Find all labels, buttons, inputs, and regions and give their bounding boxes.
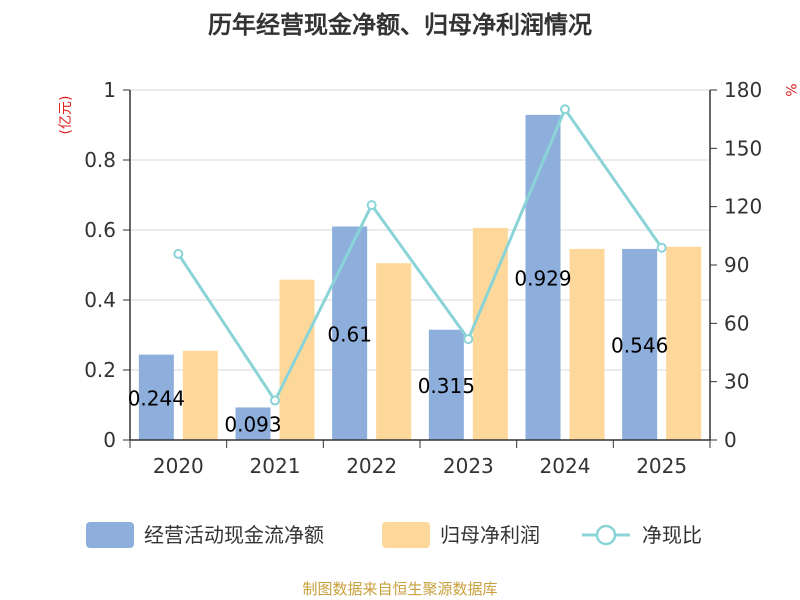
bar-cash [428, 329, 464, 440]
y-right-tick-label: 120 [724, 195, 762, 219]
y-left-tick-label: 1 [103, 78, 116, 102]
x-tick-label: 2023 [443, 454, 494, 478]
point-ratio [366, 200, 377, 211]
legend-swatch-profit [382, 522, 430, 548]
data-label-cash: 0.61 [327, 322, 372, 346]
bar-cash [138, 354, 174, 440]
y-right-tick-label: 150 [724, 136, 762, 160]
y-right-unit: % [782, 83, 798, 96]
y-left-tick-label: 0.4 [84, 288, 116, 312]
data-label-cash: 0.093 [224, 413, 281, 437]
point-ratio [173, 248, 184, 259]
data-label-cash: 0.315 [418, 374, 475, 398]
legend-marker-ratio [595, 524, 617, 546]
bar-profit [182, 350, 218, 440]
data-label-cash: 0.546 [611, 333, 668, 357]
y-left-ticks: 0 0.2 0.4 0.6 0.8 1 [84, 78, 130, 452]
y-right-tick-label: 90 [724, 253, 749, 277]
y-right-tick-label: 30 [724, 370, 749, 394]
x-tick-label: 2024 [540, 454, 591, 478]
legend-label-ratio: 净现比 [642, 523, 702, 547]
y-right-tick-label: 180 [724, 78, 762, 102]
legend: 经营活动现金流净额 归母净利润 净现比 [86, 522, 702, 548]
point-ratio [270, 395, 280, 406]
point-ratio [560, 104, 570, 115]
x-tick-label: 2021 [250, 454, 301, 478]
point-ratio [656, 242, 667, 253]
legend-swatch-cash [86, 522, 134, 548]
y-left-tick-label: 0 [103, 428, 116, 452]
y-left-unit: (亿元) [58, 96, 74, 135]
y-left-tick-label: 0.2 [84, 358, 116, 382]
source-note: 制图数据来自恒生聚源数据库 [302, 580, 497, 598]
bars [138, 114, 702, 440]
x-tick-label: 2025 [636, 454, 687, 478]
bar-profit [666, 246, 702, 440]
legend-label-cash: 经营活动现金流净额 [144, 523, 324, 547]
line-series [173, 104, 667, 406]
y-left-tick-label: 0.8 [84, 148, 116, 172]
data-labels: 0.244 0.093 0.61 0.315 0.929 0.546 [128, 266, 669, 436]
bar-cash [235, 407, 271, 440]
x-tick-label: 2022 [346, 454, 397, 478]
line-ratio [177, 107, 663, 403]
bar-profit [569, 248, 605, 440]
legend-label-profit: 归母净利润 [440, 523, 540, 547]
bar-profit [279, 279, 315, 440]
bar-cash [525, 114, 561, 440]
bar-cash [332, 226, 368, 440]
bar-profit [376, 263, 412, 440]
y-right-ticks: 0 30 60 90 120 150 180 [710, 78, 762, 452]
grid [130, 89, 710, 371]
y-right-tick-label: 0 [724, 428, 737, 452]
y-left-tick-label: 0.6 [84, 218, 116, 242]
point-ratio [463, 334, 474, 345]
x-ticks: 2020 2021 2022 2023 2024 2025 [129, 440, 711, 478]
bar-profit [472, 227, 508, 440]
data-label-cash: 0.929 [514, 266, 571, 290]
y-right-tick-label: 60 [724, 311, 749, 335]
x-tick-label: 2020 [153, 454, 204, 478]
bar-cash [622, 248, 658, 440]
chart-title: 历年经营现金净额、归母净利润情况 [208, 11, 592, 39]
data-label-cash: 0.244 [128, 386, 185, 410]
